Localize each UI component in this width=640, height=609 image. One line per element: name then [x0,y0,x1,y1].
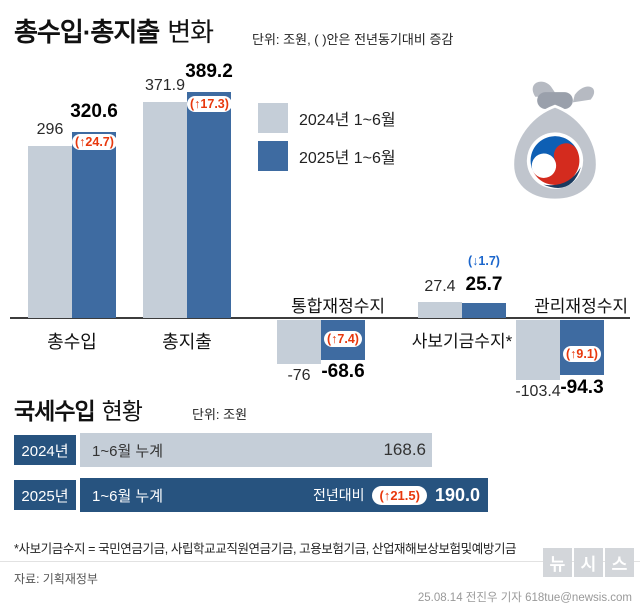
bar-2024-consolidated-balance [277,320,321,364]
value-2024-total-revenue: 296 [36,121,64,138]
category-label-managed-balance: 관리재정수지 [534,297,628,316]
value-2025-total-revenue: 320.6 [70,101,118,122]
watermark-char-3: 스 [605,548,634,577]
legend: 2024년 1~6월 2025년 1~6월 [258,103,396,179]
tax-bar-2025: 1~6월 누계 전년대비 (↑21.5) 190.0 [80,478,488,512]
yoy-text-social-fund-balance: (↓1.7) [465,253,503,269]
yoy-text-managed-balance: (↑9.1) [563,346,601,362]
money-bag-icon [511,81,599,202]
value-2025-social-fund-balance: 25.7 [465,274,503,295]
year-label-2025: 2025년 [14,480,76,510]
tax-bar-2025-yoy-badge: (↑21.5) [372,485,427,505]
watermark-char-1: 뉴 [543,548,572,577]
legend-label-2025: 2025년 1~6월 [299,150,396,167]
byline-credit: 25.08.14 전진우 기자 618tue@newsis.com [417,592,632,604]
value-2024-managed-balance: -103.4 [515,383,561,400]
bar-2024-managed-balance [516,320,560,380]
legend-item-2024: 2024년 1~6월 [258,103,396,133]
legend-swatch-2024 [258,103,288,133]
value-2025-total-expenditure: 389.2 [185,61,233,82]
yoy-badge-total-revenue: (↑24.7) [72,133,117,151]
tax-bar-2024-label: 1~6월 누계 [92,442,164,460]
tax-bar-2024: 1~6월 누계 168.6 [80,433,432,467]
legend-swatch-2025 [258,141,288,171]
bar-2024-total-expenditure [143,102,187,318]
yoy-badge-total-expenditure: (↑17.3) [187,95,232,113]
value-2024-social-fund-balance: 27.4 [424,278,456,295]
legend-label-2024: 2024년 1~6월 [299,112,396,129]
tax-section-title: 국세수입 현황 [14,392,143,426]
tax-unit-note: 단위: 조원 [192,407,248,422]
watermark-char-2: 시 [574,548,603,577]
tax-bar-2024-value: 168.6 [383,440,426,459]
bar-2025-total-revenue [72,132,116,318]
yoy-badge-consolidated-balance: (↑7.4) [321,330,365,348]
yoy-text-total-revenue: (↑24.7) [72,134,117,150]
bar-2025-total-expenditure [187,92,231,318]
tax-bar-2025-label: 1~6월 누계 [92,487,164,505]
category-label-consolidated-balance: 통합재정수지 [291,297,385,316]
source-note: 자료: 기획재정부 [14,572,98,586]
bar-2024-total-revenue [28,146,72,318]
zero-axis-line [10,317,630,319]
category-label-social-fund-balance: 사보기금수지* [411,332,513,351]
tax-bar-2025-yoy-label: 전년대비 [312,487,365,503]
newsis-watermark-logo: 뉴 시 스 [543,548,634,577]
page-title-bold: 총수입·총지출 [14,17,160,47]
bar-2024-social-fund-balance [418,302,462,318]
yoy-text-consolidated-balance: (↑7.4) [324,331,362,347]
government-emblem-icon [526,132,584,189]
year-label-2024: 2024년 [14,435,76,465]
value-2025-managed-balance: -94.3 [560,377,604,398]
yoy-badge-social-fund-balance: (↓1.7) [462,252,506,270]
category-label-total-revenue: 총수입 [47,332,97,352]
value-2024-consolidated-balance: -76 [287,367,311,384]
tax-title-bold: 국세수입 [14,398,96,424]
page-title-light: 변화 [167,17,214,47]
footer-divider [0,561,640,562]
footnote: *사보기금수지 = 국민연금기금, 사립학교교직원연금기금, 고용보험기금, 산… [14,542,517,556]
bar-2025-social-fund-balance [462,303,506,318]
yoy-text-total-expenditure: (↑17.3) [187,96,232,112]
value-2024-total-expenditure: 371.9 [144,77,186,94]
legend-item-2025: 2025년 1~6월 [258,141,396,171]
category-label-total-expenditure: 총지출 [162,332,212,352]
yoy-badge-managed-balance: (↑9.1) [560,345,604,363]
unit-note: 단위: 조원, ( )안은 전년동기대비 증감 [252,32,454,47]
tax-title-light: 현황 [101,398,143,424]
value-2025-consolidated-balance: -68.6 [321,361,365,382]
page-title: 총수입·총지출 변화 [14,12,214,49]
tax-bar-2025-value: 190.0 [434,484,480,505]
